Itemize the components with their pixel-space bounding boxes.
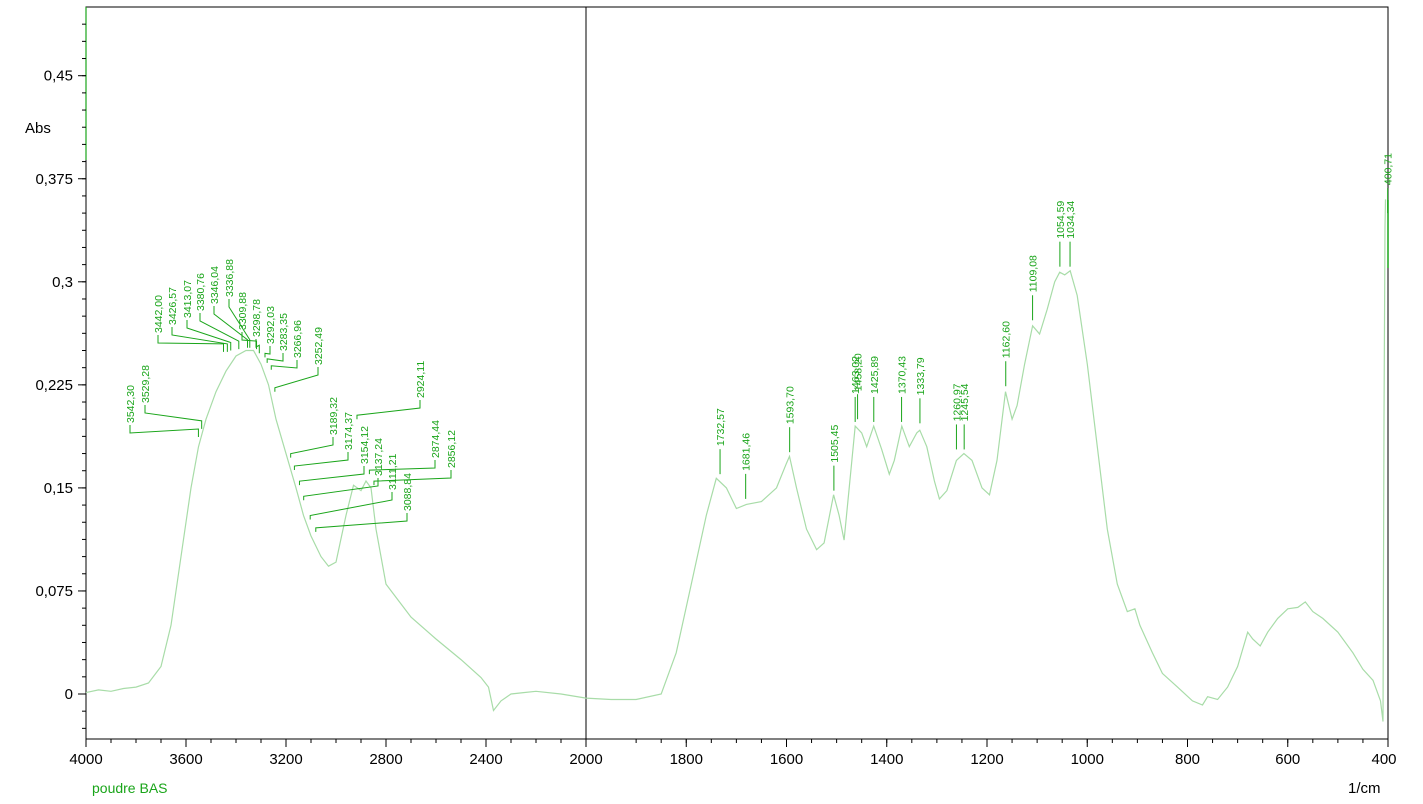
peak-leader-line bbox=[270, 360, 298, 370]
y-tick-label: 0,45 bbox=[44, 68, 73, 85]
peak-label: 400,71 bbox=[1383, 153, 1395, 185]
peak-label: 3292,03 bbox=[265, 306, 277, 344]
peak-label: 3174,37 bbox=[343, 412, 355, 450]
y-axis: 0 0,075 0,15 0,225 0,3 0,375 0,45 bbox=[35, 23, 86, 729]
peak-label: 1370,43 bbox=[897, 356, 909, 394]
peak-leader-line bbox=[368, 460, 436, 475]
peak-leader-line bbox=[373, 470, 452, 486]
peak-label: 3298,78 bbox=[251, 299, 263, 337]
peak-label: 1162,60 bbox=[1001, 321, 1013, 358]
peak-leader-line bbox=[303, 478, 379, 501]
peak-leader-line bbox=[186, 320, 232, 351]
peak-label: 3426,57 bbox=[167, 287, 179, 325]
peak-leader-line bbox=[290, 437, 334, 458]
peak-labels: 1732,57 1681,46 1593,70 1505,45 1463,021458,… bbox=[125, 153, 1395, 532]
y-tick-label: 0,375 bbox=[35, 171, 73, 188]
peak-leader-line bbox=[157, 335, 224, 352]
peak-leader-line bbox=[266, 353, 284, 363]
peak-label: 1732,57 bbox=[715, 408, 727, 446]
peak-label: 3336,88 bbox=[224, 259, 236, 297]
x-tick-label: 1600 bbox=[770, 751, 803, 768]
peak-leader-line bbox=[144, 405, 203, 429]
x-tick-label: 3200 bbox=[269, 751, 302, 768]
x-tick-label: 3600 bbox=[169, 751, 202, 768]
x-tick-label: 1400 bbox=[870, 751, 903, 768]
peak-label: 3088,84 bbox=[402, 473, 414, 511]
peak-leader-line bbox=[228, 299, 251, 348]
peak-label: 3380,76 bbox=[195, 273, 207, 311]
y-tick-label: 0,15 bbox=[44, 480, 73, 497]
peak-label: 3137,24 bbox=[373, 438, 385, 476]
peak-leader-line bbox=[298, 466, 365, 486]
peak-leader-line bbox=[129, 425, 199, 438]
peak-label: 3154,12 bbox=[359, 426, 371, 464]
peak-leader-line bbox=[199, 313, 240, 350]
peak-label: 2924,11 bbox=[415, 361, 427, 398]
peak-label: 2874,44 bbox=[430, 420, 442, 458]
peak-label: 1034,34 bbox=[1065, 201, 1077, 239]
x-tick-label: 2400 bbox=[469, 751, 502, 768]
spectrum-line bbox=[85, 199, 1387, 722]
peak-leader-line bbox=[241, 332, 258, 350]
x-tick-label: 400 bbox=[1371, 751, 1396, 768]
peak-label: 3189,32 bbox=[328, 397, 340, 435]
peak-leader-line bbox=[309, 492, 393, 520]
y-tick-label: 0,3 bbox=[52, 274, 73, 291]
peak-label: 1333,79 bbox=[915, 357, 927, 395]
peak-leader-line bbox=[264, 346, 271, 358]
peak-leader-line bbox=[255, 339, 260, 354]
x-axis-unit-label: 1/cm bbox=[1348, 780, 1381, 797]
x-tick-label: 1200 bbox=[970, 751, 1003, 768]
peak-label: 3309,88 bbox=[237, 292, 249, 330]
x-tick-label: 2800 bbox=[369, 751, 402, 768]
peak-leader-line bbox=[315, 513, 408, 532]
peak-leader-line bbox=[274, 367, 319, 392]
x-tick-label: 1000 bbox=[1071, 751, 1104, 768]
x-axis: 4000 3600 3200 2800 2400 2000 1800 1600 1400 1200… bbox=[69, 739, 1397, 768]
peak-label: 3442,00 bbox=[153, 295, 165, 333]
peak-label: 1260,97 bbox=[951, 383, 963, 421]
peak-label: 1593,70 bbox=[785, 386, 797, 424]
peak-leader-line bbox=[171, 327, 228, 352]
peak-label: 1109,08 bbox=[1028, 255, 1040, 292]
peak-label: 1245,54 bbox=[959, 383, 971, 421]
legend-entry: poudre BAS bbox=[92, 780, 168, 796]
x-tick-label: 1800 bbox=[670, 751, 703, 768]
peak-label: 1463,02 bbox=[850, 356, 862, 394]
peak-label: 1458,20 bbox=[853, 353, 865, 391]
peak-label: 3283,35 bbox=[278, 313, 290, 351]
peak-label: 1425,89 bbox=[869, 356, 881, 394]
peak-label: 1681,46 bbox=[741, 433, 753, 471]
y-tick-label: 0,075 bbox=[35, 583, 73, 600]
plot-border bbox=[85, 6, 1389, 740]
peak-label: 3346,04 bbox=[209, 266, 221, 304]
y-axis-label: Abs bbox=[25, 120, 51, 137]
y-tick-label: 0 bbox=[65, 686, 73, 703]
peak-label: 3252,49 bbox=[313, 327, 325, 365]
plot-frame bbox=[85, 6, 1389, 740]
peak-label: 3413,07 bbox=[182, 280, 194, 318]
peak-label: 1054,59 bbox=[1055, 201, 1067, 239]
peak-label: 3529,28 bbox=[140, 365, 152, 403]
x-tick-label: 800 bbox=[1175, 751, 1200, 768]
x-tick-label: 2000 bbox=[569, 751, 602, 768]
peak-leader-line bbox=[293, 452, 349, 471]
peak-label: 1505,45 bbox=[829, 425, 841, 463]
peak-label: 2856,12 bbox=[446, 430, 458, 468]
x-tick-label: 4000 bbox=[69, 751, 102, 768]
peak-label: 3542,30 bbox=[125, 385, 137, 423]
spectrum-series-line bbox=[85, 199, 1387, 722]
x-tick-label: 600 bbox=[1275, 751, 1300, 768]
peak-label: 3266,96 bbox=[292, 320, 304, 358]
peak-label: 3111,21 bbox=[387, 453, 399, 490]
peak-leader-line bbox=[213, 306, 248, 348]
peak-leader-line bbox=[356, 400, 421, 420]
y-tick-label: 0,225 bbox=[35, 377, 73, 394]
